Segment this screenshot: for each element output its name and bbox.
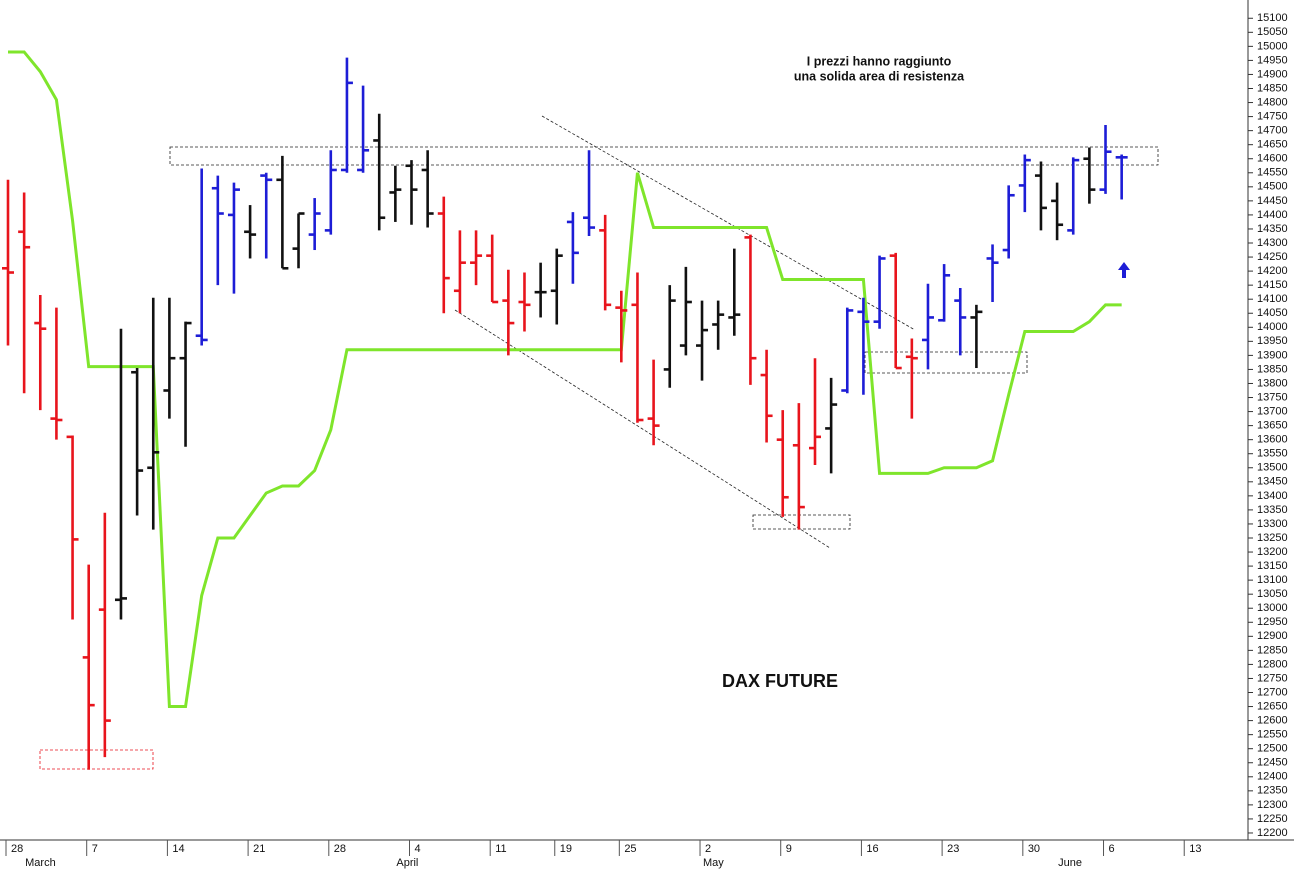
y-tick-label: 13500 (1257, 462, 1288, 474)
y-tick-label: 12350 (1257, 785, 1288, 797)
y-tick-label: 12800 (1257, 658, 1288, 670)
y-tick-label: 15050 (1257, 26, 1288, 38)
y-tick-label: 12500 (1257, 743, 1288, 755)
y-tick-label: 14750 (1257, 110, 1288, 122)
y-tick-label: 13750 (1257, 391, 1288, 403)
y-tick-label: 13800 (1257, 377, 1288, 389)
y-tick-label: 12200 (1257, 827, 1288, 839)
y-tick-label: 14850 (1257, 82, 1288, 94)
y-tick-label: 12900 (1257, 630, 1288, 642)
x-tick-label: 23 (947, 843, 959, 855)
y-tick-label: 13400 (1257, 490, 1288, 502)
y-tick-label: 12600 (1257, 715, 1288, 727)
y-tick-label: 13550 (1257, 448, 1288, 460)
y-tick-label: 14000 (1257, 321, 1288, 333)
y-tick-label: 12400 (1257, 771, 1288, 783)
y-tick-label: 13150 (1257, 560, 1288, 572)
support-box (752, 514, 851, 530)
y-tick-label: 14500 (1257, 181, 1288, 193)
x-tick-label: 2 (705, 843, 711, 855)
x-tick-label: 6 (1109, 843, 1115, 855)
chart-label: DAX FUTURE (722, 671, 838, 691)
y-tick-label: 14950 (1257, 54, 1288, 66)
y-tick-label: 14800 (1257, 96, 1288, 108)
trend-line (454, 309, 831, 549)
y-tick-label: 14300 (1257, 237, 1288, 249)
y-tick-label: 14900 (1257, 68, 1288, 80)
low-box (39, 749, 154, 770)
resistance-zone (169, 146, 1159, 166)
x-tick-label: 14 (172, 843, 184, 855)
y-tick-label: 12750 (1257, 672, 1288, 684)
y-tick-label: 14400 (1257, 209, 1288, 221)
y-tick-label: 14100 (1257, 293, 1288, 305)
y-tick-label: 14350 (1257, 223, 1288, 235)
y-tick-label: 13350 (1257, 504, 1288, 516)
x-tick-label: 21 (253, 843, 265, 855)
x-tick-label: 28 (11, 843, 23, 855)
month-label: May (703, 857, 724, 869)
y-tick-label: 15100 (1257, 12, 1288, 24)
y-tick-label: 13300 (1257, 518, 1288, 530)
y-tick-label: 14700 (1257, 125, 1288, 137)
x-tick-label: 7 (92, 843, 98, 855)
y-tick-label: 13200 (1257, 546, 1288, 558)
x-tick-label: 9 (786, 843, 792, 855)
y-tick-label: 13850 (1257, 363, 1288, 375)
y-tick-label: 13900 (1257, 349, 1288, 361)
y-tick-label: 12300 (1257, 799, 1288, 811)
y-tick-label: 13450 (1257, 476, 1288, 488)
y-tick-label: 13650 (1257, 420, 1288, 432)
y-tick-label: 12950 (1257, 616, 1288, 628)
y-tick-label: 12700 (1257, 686, 1288, 698)
x-tick-label: 25 (624, 843, 636, 855)
y-tick-label: 14650 (1257, 139, 1288, 151)
x-tick-label: 16 (866, 843, 878, 855)
y-tick-label: 14150 (1257, 279, 1288, 291)
x-tick-label: 28 (334, 843, 346, 855)
y-tick-label: 14050 (1257, 307, 1288, 319)
y-tick-label: 14550 (1257, 167, 1288, 179)
y-tick-label: 12650 (1257, 700, 1288, 712)
y-tick-label: 12850 (1257, 644, 1288, 656)
month-label: June (1058, 857, 1082, 869)
y-tick-label: 13700 (1257, 405, 1288, 417)
y-tick-label: 14450 (1257, 195, 1288, 207)
y-tick-label: 14600 (1257, 153, 1288, 165)
up-arrow (1118, 262, 1130, 278)
x-tick-label: 11 (495, 843, 506, 855)
x-tick-label: 4 (415, 843, 421, 855)
drawings (39, 115, 1159, 770)
x-tick-label: 19 (560, 843, 572, 855)
x-tick-label: 13 (1189, 843, 1201, 855)
annotation: I prezzi hanno raggiunto (807, 54, 952, 68)
y-tick-label: 13100 (1257, 574, 1288, 586)
month-label: March (25, 857, 56, 869)
y-tick-label: 12450 (1257, 757, 1288, 769)
support-box (864, 351, 1028, 374)
month-label: April (396, 857, 418, 869)
x-tick-label: 30 (1028, 843, 1040, 855)
y-tick-label: 12550 (1257, 729, 1288, 741)
y-tick-label: 14250 (1257, 251, 1288, 263)
annotation: una solida area di resistenza (794, 69, 965, 83)
y-tick-label: 13950 (1257, 335, 1288, 347)
y-tick-label: 14200 (1257, 265, 1288, 277)
y-tick-label: 13050 (1257, 588, 1288, 600)
y-tick-label: 15000 (1257, 40, 1288, 52)
y-tick-label: 12250 (1257, 813, 1288, 825)
y-tick-label: 13600 (1257, 434, 1288, 446)
y-tick-label: 13250 (1257, 532, 1288, 544)
trend-line (541, 115, 916, 331)
y-tick-label: 13000 (1257, 602, 1288, 614)
overlay-line (8, 50, 1122, 709)
